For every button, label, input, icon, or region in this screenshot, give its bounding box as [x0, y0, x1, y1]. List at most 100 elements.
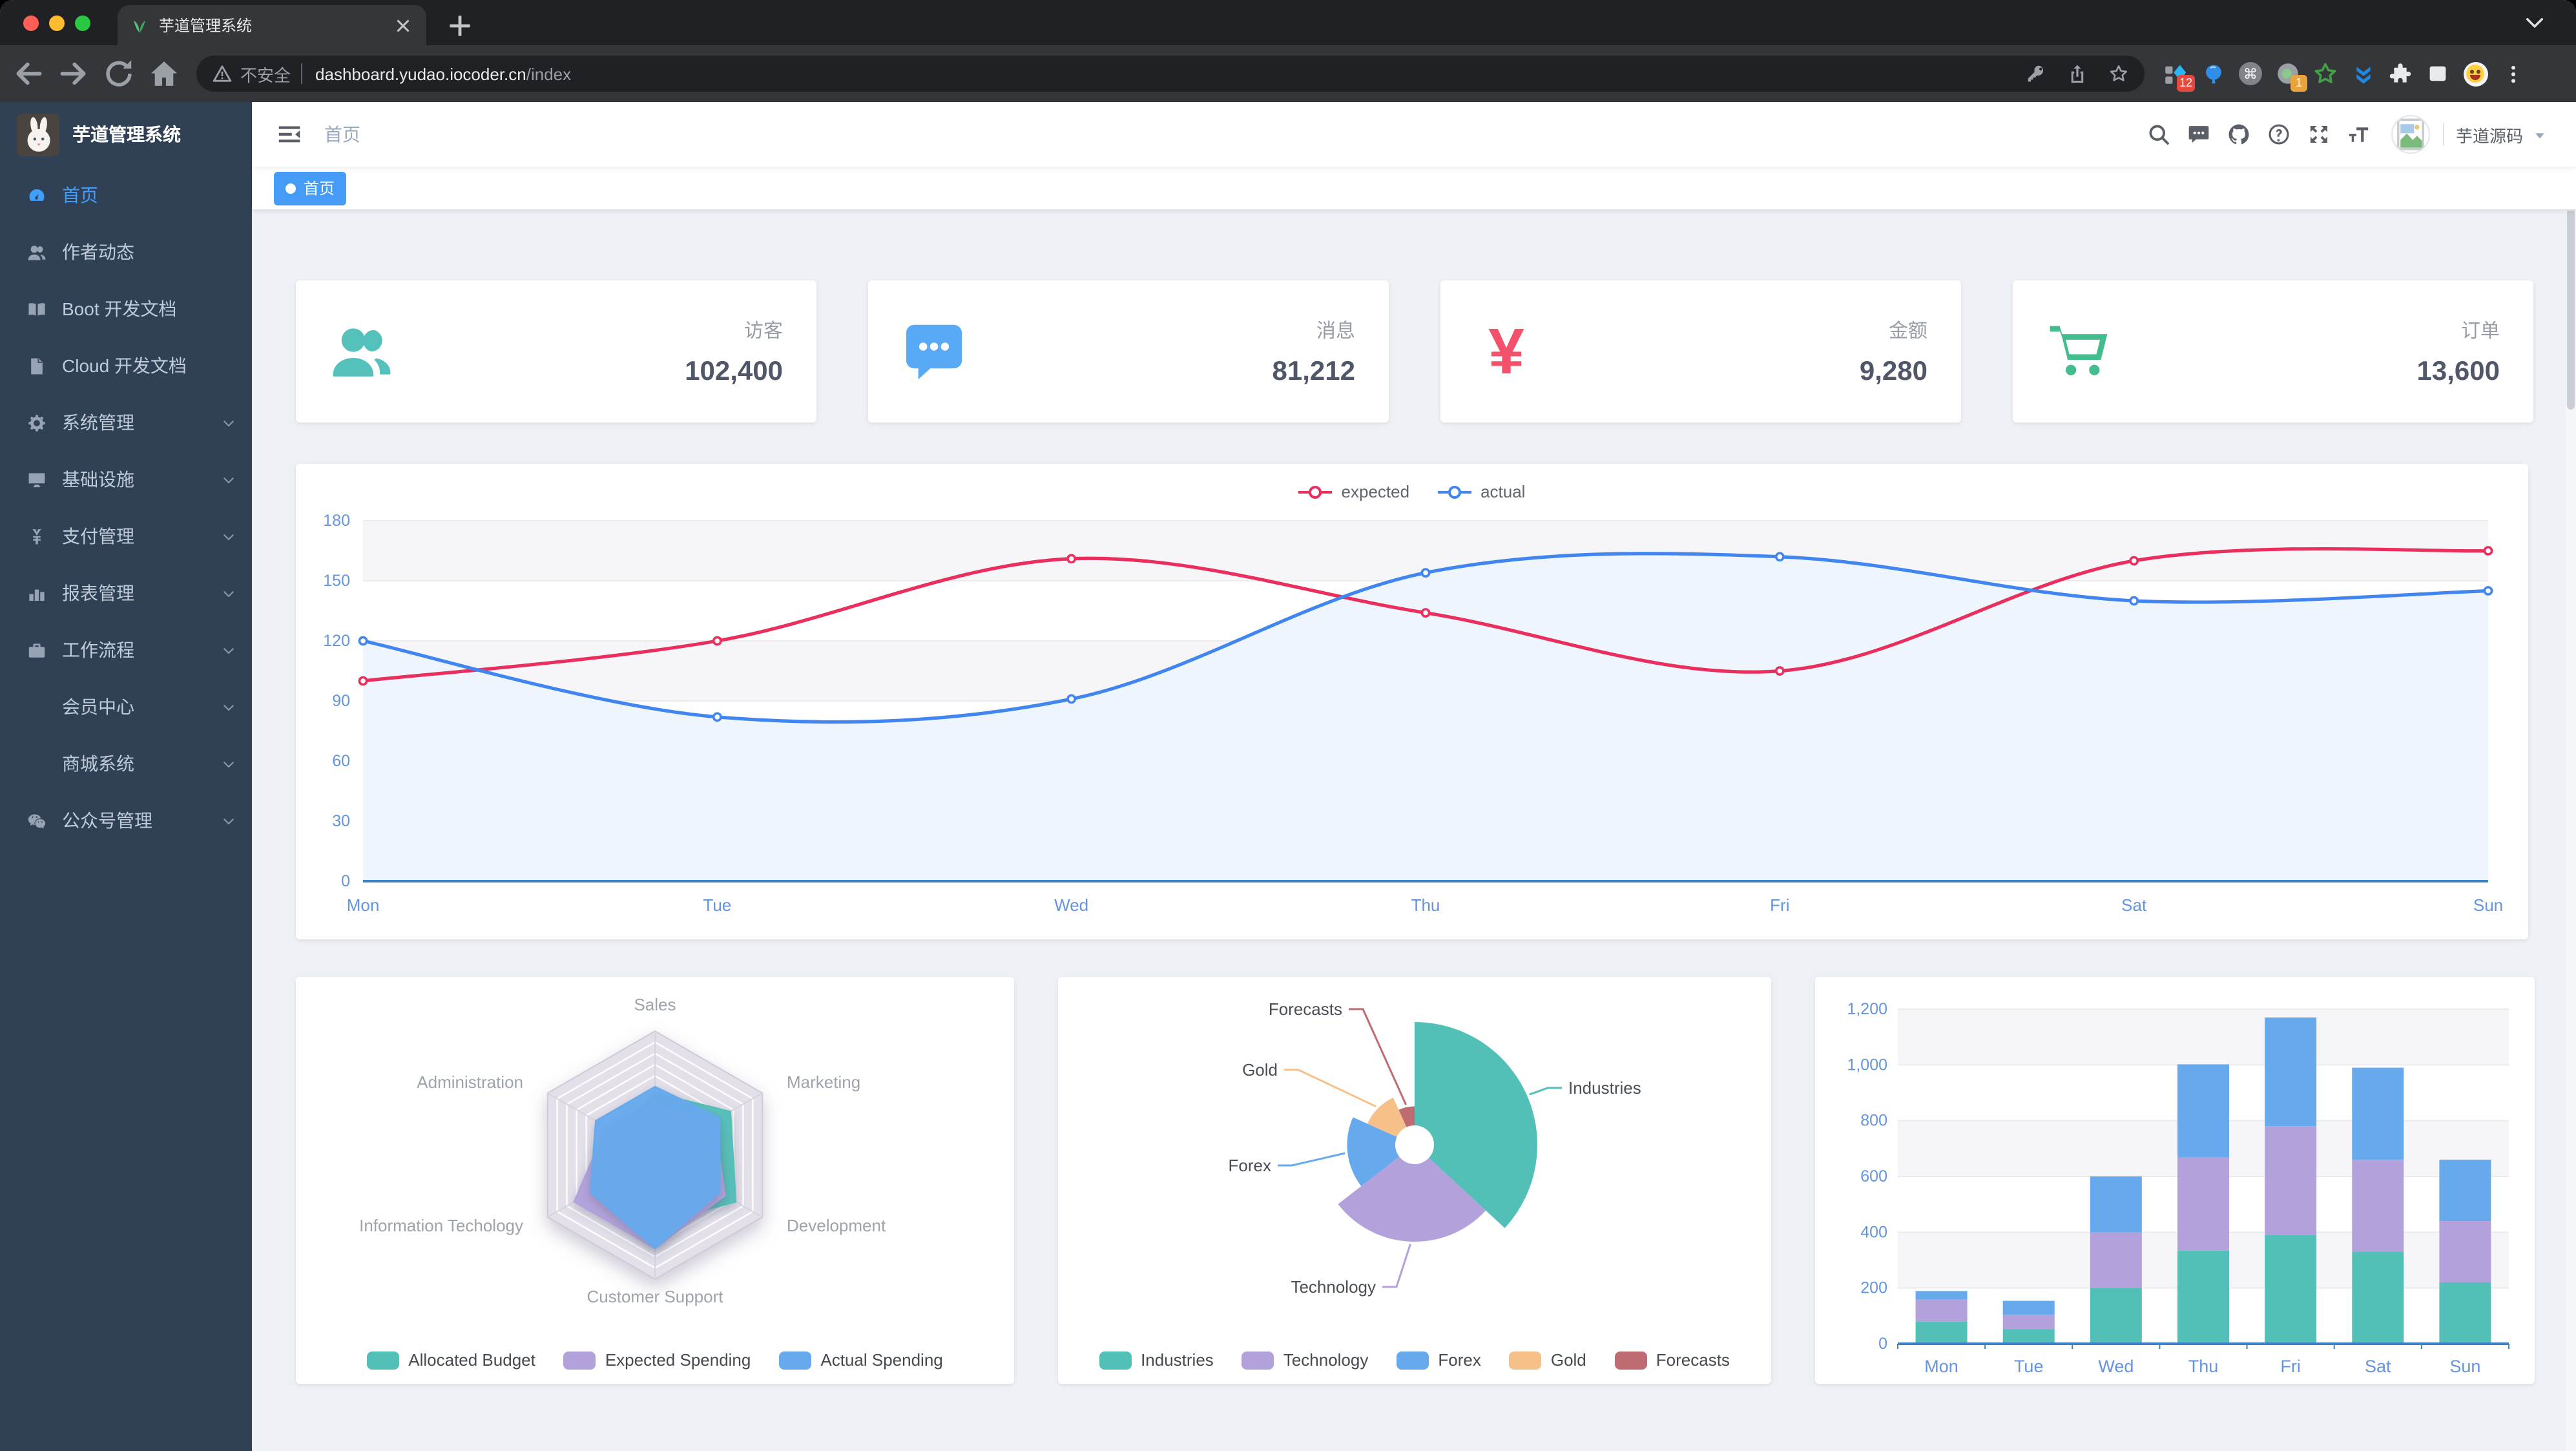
legend-label: Forecasts: [1656, 1350, 1730, 1370]
stat-card-2[interactable]: ¥ 金额 9,280: [1440, 280, 1961, 423]
reload-icon[interactable]: [102, 57, 136, 90]
legend-label: Forex: [1438, 1350, 1481, 1370]
sidebar-item-1[interactable]: 作者动态: [0, 224, 252, 280]
svg-text:120: 120: [323, 632, 350, 650]
tabs-extension-icon[interactable]: 12: [2163, 61, 2195, 92]
forward-icon[interactable]: [57, 57, 90, 90]
tag-label: 首页: [304, 180, 335, 198]
sidebar-item-4[interactable]: 系统管理: [0, 394, 252, 451]
chevrons-extension-icon[interactable]: [2350, 61, 2376, 87]
legend-item[interactable]: Forecasts: [1614, 1350, 1730, 1370]
legend-label: actual: [1480, 482, 1526, 501]
education-icon: [27, 299, 47, 318]
sidebar-item-11[interactable]: 公众号管理: [0, 792, 252, 849]
svg-text:Marketing: Marketing: [787, 1072, 860, 1092]
profile-avatar[interactable]: [2462, 61, 2488, 87]
divider: [2442, 123, 2444, 146]
sidebar-item-9[interactable]: 会员中心: [0, 678, 252, 735]
stat-card-label: 金额: [1888, 320, 1927, 342]
chevron-down-icon: [221, 813, 236, 828]
sidebar-item-label: 基础设施: [62, 469, 134, 490]
bookmark-star-icon[interactable]: [2108, 63, 2129, 84]
fullscreen-icon[interactable]: [2307, 123, 2331, 146]
balloon-extension-icon[interactable]: [2200, 61, 2226, 87]
sidebar-item-label: 报表管理: [62, 583, 134, 603]
browser-tab[interactable]: 芋道管理系统: [118, 5, 426, 45]
legend-item[interactable]: actual: [1438, 482, 1525, 501]
sidebar-item-6[interactable]: 支付管理: [0, 508, 252, 565]
tab-close-icon[interactable]: [393, 15, 413, 36]
github-icon[interactable]: [2227, 123, 2250, 146]
user-avatar[interactable]: [2391, 115, 2430, 154]
password-key-icon[interactable]: [2026, 63, 2046, 84]
svg-text:0: 0: [341, 872, 350, 890]
tab-search-chevron-icon[interactable]: [2522, 10, 2548, 36]
close-window-button[interactable]: [23, 15, 39, 30]
stat-card-0[interactable]: 访客 102,400: [296, 280, 816, 423]
hamburger-icon[interactable]: [276, 121, 302, 147]
help-icon[interactable]: [2267, 123, 2290, 146]
stat-card-1[interactable]: 消息 81,212: [868, 280, 1389, 423]
svg-text:Sat: Sat: [2121, 895, 2147, 915]
address-bar[interactable]: 不安全 dashboard.yudao.iocoder.cn /index: [196, 56, 2145, 92]
sidebar-menu: 首页 作者动态 Boot 开发文档 Cloud 开发文档系统管理基础设施支付管理报表管…: [0, 167, 252, 849]
legend-item[interactable]: Industries: [1099, 1350, 1214, 1370]
app-logo[interactable]: 芋道管理系统: [0, 102, 252, 167]
scrollbar[interactable]: [2566, 102, 2576, 1451]
minimize-window-button[interactable]: [49, 15, 65, 30]
status-extension-icon[interactable]: 1: [2275, 61, 2307, 92]
legend-item[interactable]: Technology: [1241, 1350, 1368, 1370]
yen-card-icon: ¥: [1488, 315, 1524, 388]
window-controls[interactable]: [23, 15, 90, 30]
stat-card-value: 9,280: [1859, 356, 1927, 386]
star-extension-icon[interactable]: [2312, 61, 2338, 87]
svg-text:Forecasts: Forecasts: [1269, 999, 1342, 1019]
legend-item[interactable]: Gold: [1509, 1350, 1586, 1370]
legend-item[interactable]: expected: [1298, 482, 1409, 501]
sidebar-item-label: 系统管理: [62, 412, 134, 433]
sidebar-item-7[interactable]: 报表管理: [0, 565, 252, 621]
user-dropdown-caret-icon[interactable]: [2532, 127, 2548, 142]
tab-title: 芋道管理系统: [159, 17, 253, 35]
svg-text:Development: Development: [787, 1216, 886, 1235]
tag-view-item[interactable]: 首页: [274, 171, 347, 205]
font-size-icon[interactable]: [2347, 123, 2371, 146]
not-secure-warning-icon: [212, 63, 233, 84]
stat-card-value: 81,212: [1272, 356, 1355, 386]
command-extension-icon[interactable]: ⌘: [2238, 61, 2263, 87]
zoom-window-button[interactable]: [75, 15, 90, 30]
extensions-puzzle-icon[interactable]: [2387, 61, 2413, 87]
share-icon[interactable]: [2067, 63, 2088, 84]
no-icon: [27, 754, 47, 773]
message-icon[interactable]: [2187, 123, 2210, 146]
radar-chart-legend: Allocated Budget Expected Spending Actual …: [296, 1350, 1014, 1370]
sidebar-item-8[interactable]: 工作流程: [0, 621, 252, 678]
sidebar-item-2[interactable]: Boot 开发文档: [0, 280, 252, 337]
home-icon[interactable]: [147, 57, 181, 90]
sidebar-item-5[interactable]: 基础设施: [0, 451, 252, 508]
legend-item[interactable]: Allocated Budget: [367, 1350, 535, 1370]
browser-menu-icon[interactable]: [2500, 61, 2526, 87]
sidebar-item-label: 会员中心: [62, 696, 134, 717]
legend-item[interactable]: Actual Spending: [779, 1350, 943, 1370]
radar-chart-panel: Sales Marketing Development Customer Suppor…: [296, 977, 1014, 1384]
side-panel-icon[interactable]: [2425, 61, 2451, 87]
briefcase-icon: [27, 640, 47, 660]
legend-swatch: [1241, 1351, 1274, 1369]
sidebar-item-10[interactable]: 商城系统: [0, 735, 252, 792]
sidebar-item-3[interactable]: Cloud 开发文档: [0, 337, 252, 394]
svg-text:30: 30: [332, 812, 350, 830]
search-icon[interactable]: [2147, 123, 2170, 146]
new-tab-button[interactable]: [444, 10, 475, 41]
chevron-down-icon: [221, 528, 236, 544]
back-icon[interactable]: [12, 57, 45, 90]
legend-item[interactable]: Forex: [1397, 1350, 1481, 1370]
stat-card-3[interactable]: 订单 13,600: [2013, 280, 2533, 423]
svg-text:Technology: Technology: [1291, 1277, 1376, 1297]
sidebar-item-label: Boot 开发文档: [62, 298, 177, 319]
line-chart: 0 30 60 90 120 150 180 Mon Tue Wed Thu Fri Sat Sun: [323, 512, 2503, 915]
tag-active-dot: [286, 183, 296, 193]
legend-item[interactable]: Expected Spending: [563, 1350, 751, 1370]
sidebar-item-0[interactable]: 首页: [0, 167, 252, 224]
